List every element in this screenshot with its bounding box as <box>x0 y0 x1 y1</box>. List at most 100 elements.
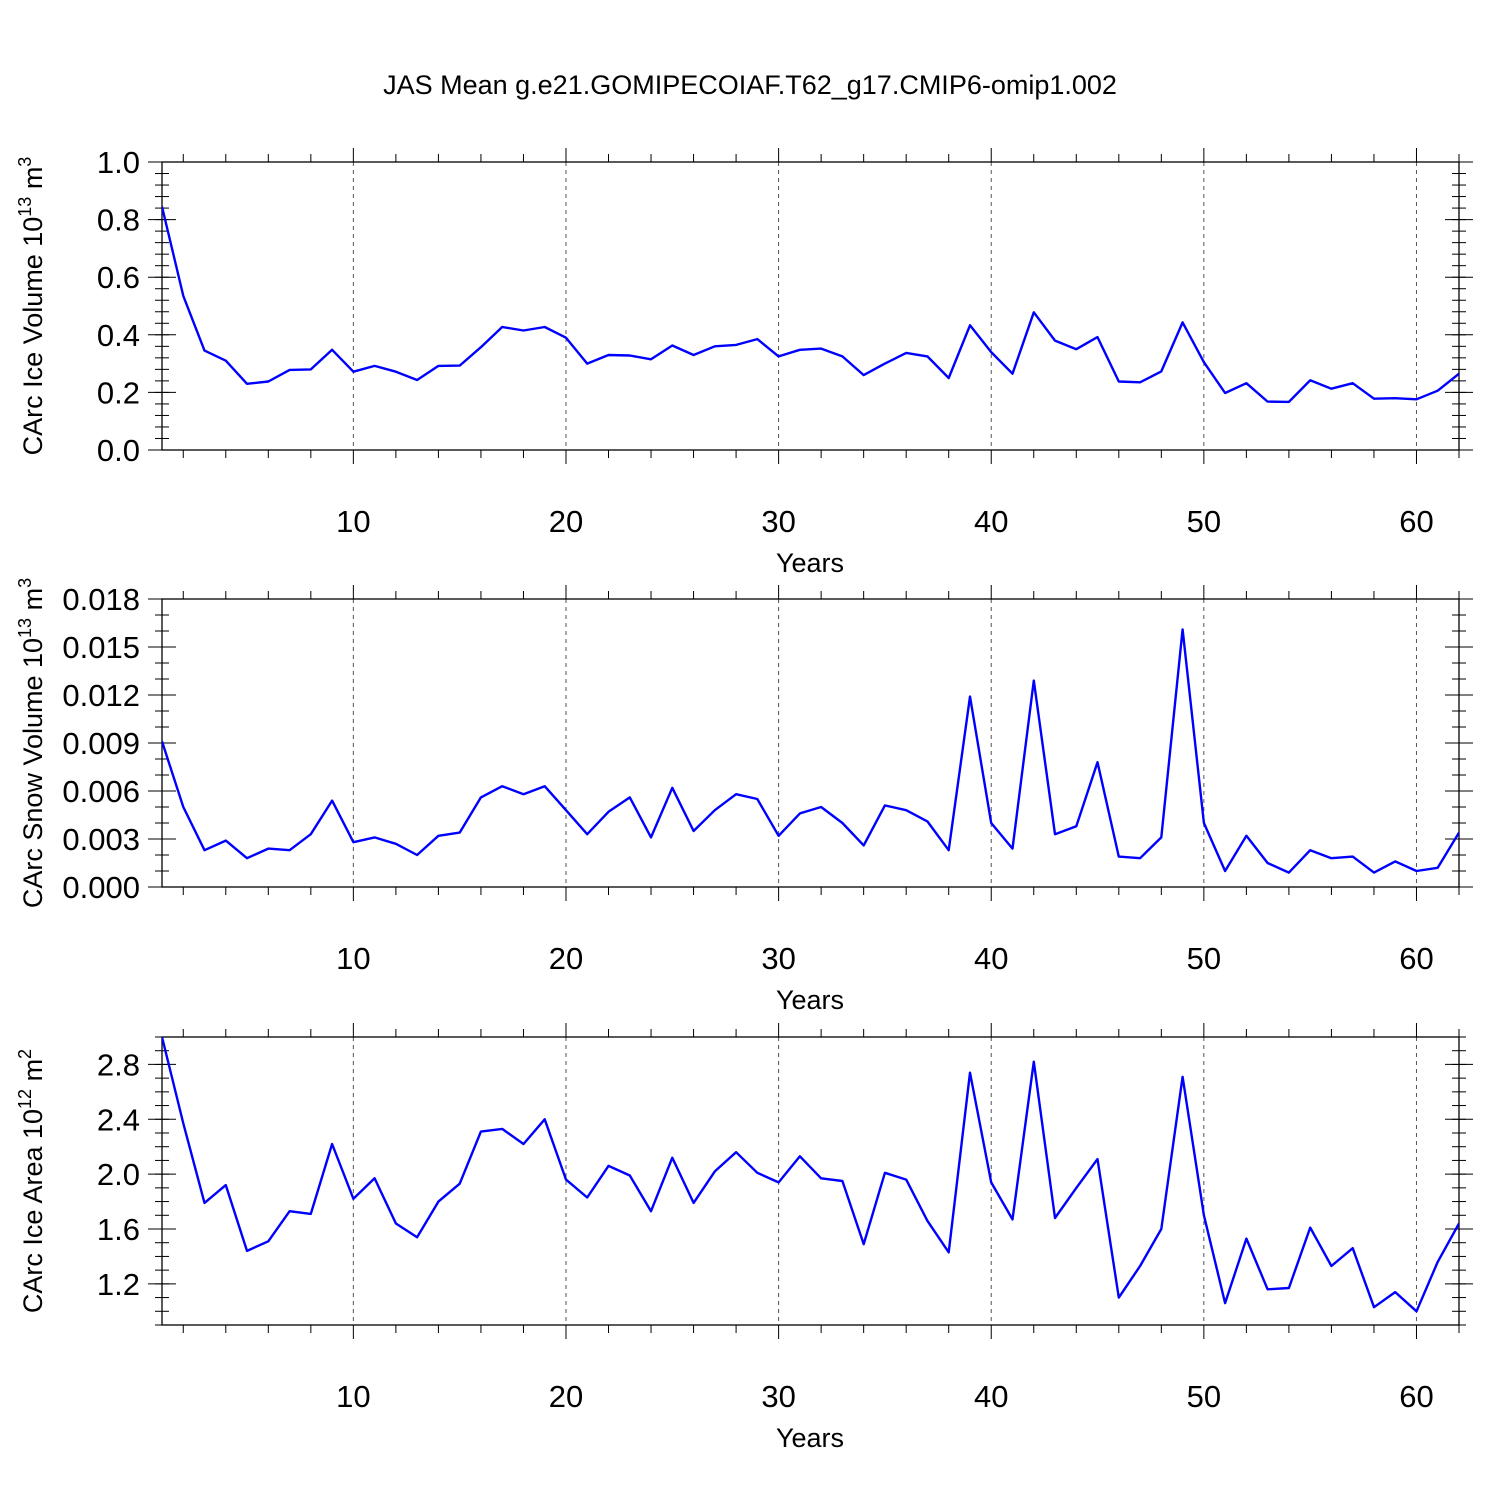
plot-frame <box>161 1036 1460 1326</box>
data-point <box>458 1182 462 1186</box>
data-point <box>288 1209 292 1213</box>
data-point <box>181 294 185 298</box>
data-point <box>309 367 313 371</box>
data-point <box>989 1180 993 1184</box>
data-point <box>1393 859 1397 863</box>
x-tick-label: 60 <box>1399 941 1433 976</box>
data-point <box>564 1178 568 1182</box>
y-tick-label: 1.6 <box>97 1212 140 1247</box>
data-point <box>734 1150 738 1154</box>
data-point <box>777 834 781 838</box>
data-point <box>330 799 334 803</box>
data-point <box>713 344 717 348</box>
y-tick-label: 1.0 <box>97 145 140 180</box>
y-tick-label: 0.000 <box>62 870 140 905</box>
data-point <box>883 1171 887 1175</box>
data-point <box>1372 397 1376 401</box>
data-point <box>543 784 547 788</box>
data-point <box>1287 871 1291 875</box>
data-point <box>904 1178 908 1182</box>
data-point <box>819 805 823 809</box>
data-point <box>670 343 674 347</box>
data-point <box>330 348 334 352</box>
data-point <box>1010 1217 1014 1221</box>
data-point <box>692 1201 696 1205</box>
data-point <box>1244 834 1248 838</box>
data-point <box>1329 387 1333 391</box>
data-point <box>607 1164 611 1168</box>
data-point <box>585 362 589 366</box>
data-point <box>203 1201 207 1205</box>
data-point <box>479 1130 483 1134</box>
y-tick-label: 0.4 <box>97 318 140 353</box>
data-point <box>607 353 611 357</box>
data-point <box>160 1035 164 1039</box>
data-point <box>1351 1246 1355 1250</box>
data-point <box>1266 1287 1270 1291</box>
data-point <box>1074 1186 1078 1190</box>
data-point <box>1181 1075 1185 1079</box>
data-point <box>309 1212 313 1216</box>
data-point <box>1436 1260 1440 1264</box>
y-tick-label: 2.0 <box>97 1157 140 1192</box>
data-point <box>203 848 207 852</box>
data-point <box>415 853 419 857</box>
data-point <box>1096 760 1100 764</box>
data-point <box>266 1239 270 1243</box>
data-point <box>1138 856 1142 860</box>
series-line <box>162 628 1459 874</box>
data-point <box>1096 1157 1100 1161</box>
data-point <box>649 1209 653 1213</box>
x-axis-label: Years <box>776 1423 844 1453</box>
data-point <box>1436 389 1440 393</box>
y-tick-label: 0.8 <box>97 203 140 238</box>
plot-frame <box>161 161 1460 451</box>
data-point <box>160 739 164 743</box>
data-point <box>1159 369 1163 373</box>
data-point <box>862 373 866 377</box>
data-point <box>394 842 398 846</box>
y-tick-label: 2.8 <box>97 1047 140 1082</box>
data-point <box>1351 381 1355 385</box>
data-point <box>1096 335 1100 339</box>
data-point <box>713 1169 717 1173</box>
data-point <box>160 205 164 209</box>
data-point <box>670 786 674 790</box>
data-point <box>968 1071 972 1075</box>
x-tick-label: 60 <box>1399 1379 1433 1414</box>
plot-frame <box>161 598 1460 888</box>
data-point <box>1308 1226 1312 1230</box>
data-point <box>1032 679 1036 683</box>
data-point <box>904 351 908 355</box>
data-point <box>1266 400 1270 404</box>
data-point <box>500 325 504 329</box>
data-point <box>309 832 313 836</box>
data-point <box>1138 1264 1142 1268</box>
chart-panel-1: 0.0 0.2 0.4 0.6 0.8 1.0 10 20 30 40 50 60 Years CArc … <box>15 145 1473 578</box>
data-point <box>925 1219 929 1223</box>
data-point <box>628 1174 632 1178</box>
data-point <box>1414 869 1418 873</box>
y-tick-label: 1.2 <box>97 1267 140 1302</box>
y-tick-label: 0.015 <box>62 630 140 665</box>
data-point <box>1287 400 1291 404</box>
data-point <box>585 1195 589 1199</box>
data-point <box>925 354 929 358</box>
data-point <box>649 835 653 839</box>
data-point <box>777 1180 781 1184</box>
data-point <box>1202 360 1206 364</box>
x-tick-label: 60 <box>1399 504 1433 539</box>
x-tick-label: 40 <box>974 1379 1008 1414</box>
data-point <box>351 840 355 844</box>
data-point <box>458 831 462 835</box>
data-point <box>1414 397 1418 401</box>
y-axis-label: CArc Ice Volume 1013 m3 <box>15 157 48 456</box>
data-point <box>947 1250 951 1254</box>
data-point <box>947 848 951 852</box>
x-tick-label: 10 <box>336 941 370 976</box>
y-tick-label: 0.0 <box>97 433 140 468</box>
x-tick-label: 20 <box>549 504 583 539</box>
x-axis-label: Years <box>776 985 844 1015</box>
data-point <box>734 792 738 796</box>
